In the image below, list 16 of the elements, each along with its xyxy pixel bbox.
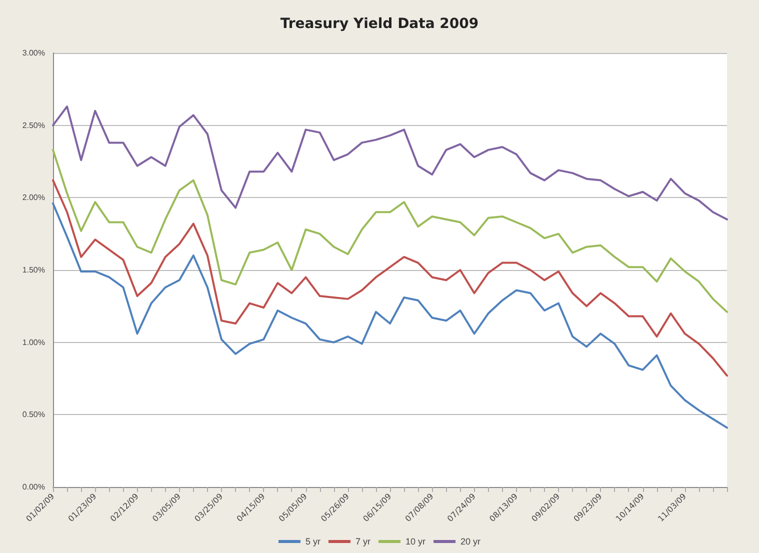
y-tick-label: 3.00% <box>22 48 45 58</box>
y-tick-label: 1.50% <box>22 266 45 274</box>
legend-label: 7 yr <box>355 536 371 546</box>
legend-label: 20 yr <box>460 536 481 546</box>
line-series <box>52 148 728 313</box>
chart-title: Treasury Yield Data 2009 <box>280 16 479 32</box>
legend-label: 5 yr <box>305 536 321 546</box>
line-series <box>52 106 728 220</box>
y-tick-label: 0.50% <box>22 410 45 420</box>
legend-label: 10 yr <box>405 536 426 546</box>
y-tick-label: 2.50% <box>22 120 45 130</box>
y-tick-label: 2.00% <box>22 193 45 202</box>
y-tick-label: 1.00% <box>22 338 45 347</box>
y-tick-label: 0.00% <box>22 482 45 492</box>
line-series <box>52 179 728 377</box>
line-series <box>52 202 728 429</box>
